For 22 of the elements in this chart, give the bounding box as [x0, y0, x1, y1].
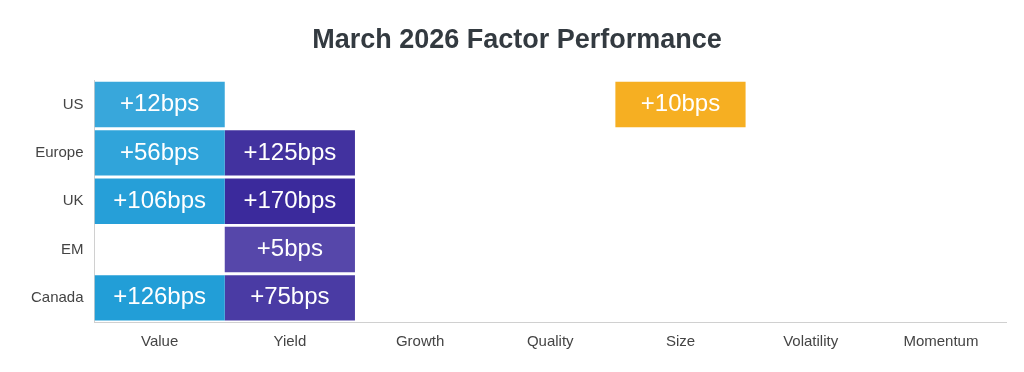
- data-label: +126bps: [113, 282, 207, 310]
- data-label: +56bps: [119, 137, 200, 165]
- x-tick-label: Volatility: [783, 332, 839, 350]
- data-label: +106bps: [113, 185, 207, 213]
- x-tick-label: Quality: [526, 332, 575, 350]
- x-tick-label: Size: [665, 332, 696, 350]
- data-label: +75bps: [250, 282, 330, 310]
- y-tick-label: Canada: [31, 287, 85, 305]
- data-label: +5bps: [256, 234, 323, 262]
- data-label: +10bps: [640, 89, 721, 117]
- x-tick-label: Value: [141, 332, 179, 350]
- data-label: +125bps: [243, 137, 337, 165]
- x-tick-label: Momentum: [903, 332, 979, 350]
- data-label: +170bps: [243, 185, 337, 213]
- y-tick-label: US: [62, 94, 84, 112]
- x-tick-label: Yield: [273, 332, 307, 350]
- y-tick-label: UK: [62, 191, 84, 209]
- y-tick-label: Europe: [35, 143, 84, 161]
- data-label: +12bps: [119, 89, 200, 117]
- x-tick-label: Growth: [395, 332, 445, 350]
- y-tick-label: EM: [61, 239, 84, 257]
- chart-title: March 2026 Factor Performance: [312, 23, 722, 54]
